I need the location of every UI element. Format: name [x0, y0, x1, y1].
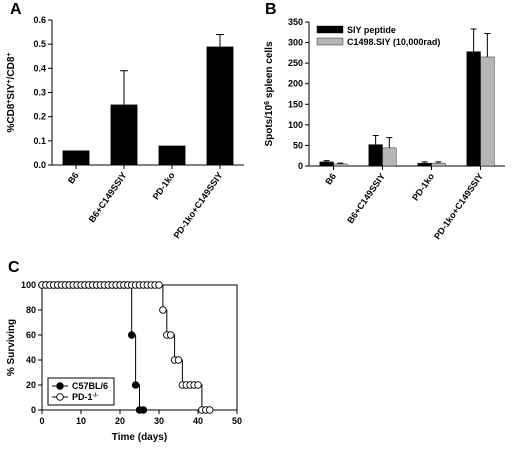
- panel-b-bar: [417, 162, 432, 167]
- panel-b-y-tick-label: 250: [288, 58, 303, 68]
- panel-letter-b: B: [265, 1, 277, 18]
- panel-c-x-tick-label: 40: [193, 416, 203, 426]
- panel-b-legend-label: SIY peptide: [347, 25, 396, 35]
- panel-b-y-tick-label: 50: [293, 140, 303, 150]
- panel-b-bar: [319, 161, 334, 167]
- panel-c-data-point: [155, 281, 163, 289]
- panel-c-survival-line: [42, 284, 144, 411]
- panel-a-y-tick-label: 0.0: [33, 160, 46, 170]
- panel-c-x-axis-label: Time (days): [112, 432, 167, 443]
- panel-c-legend-marker: [56, 393, 64, 401]
- panel-c-data-point: [174, 356, 183, 364]
- panel-a-category-label: PD-1ko: [151, 170, 177, 202]
- panel-c-x-tick-label: 50: [232, 416, 242, 426]
- panel-c-y-tick-label: 0: [31, 405, 36, 415]
- panel-b-bar: [466, 51, 481, 167]
- panel-b-bar: [368, 144, 383, 167]
- panel-b-category-label: PD-1ko: [410, 171, 436, 203]
- panel-a-bar: [110, 104, 138, 165]
- panel-c-x-tick-label: 10: [76, 416, 86, 426]
- panel-b-category-label: B6+C149SSIY: [345, 171, 387, 225]
- panel-letter-c: C: [8, 259, 20, 276]
- panel-c-data-point: [205, 406, 214, 414]
- panel-c-survival-line: [42, 284, 210, 411]
- panel-b-y-axis-label: Spots/106 spleen cells: [264, 41, 276, 147]
- panel-c-data-point: [159, 306, 167, 314]
- panel-b-bar: [382, 147, 397, 167]
- panel-c-y-tick-label: 40: [26, 355, 36, 365]
- panel-a-y-tick-label: 0.3: [33, 88, 46, 98]
- panel-c-data-point: [127, 331, 136, 339]
- panel-b-legend-swatch: [316, 37, 344, 46]
- panel-a-y-tick-label: 0.2: [33, 112, 46, 122]
- panel-c-y-axis-label: % Surviving: [6, 319, 17, 376]
- panel-b-bar: [480, 56, 495, 167]
- panel-b-legend-swatch: [316, 25, 344, 34]
- panel-a-bar: [206, 46, 234, 166]
- panel-b-bar: [333, 163, 348, 167]
- panel-c-data-point: [139, 406, 148, 414]
- panel-c-data-point: [131, 381, 140, 389]
- panel-a-category-label: B6+C149SSIY: [87, 170, 129, 224]
- panel-b-category-label: PD-1ko+C149SSIY: [432, 171, 485, 241]
- panel-b-legend-label: C1498.SIY (10,000rad): [347, 37, 440, 47]
- panel-a-category-label: PD-1ko+C149SSIY: [172, 170, 225, 240]
- panel-a-y-tick-label: 0.4: [33, 63, 46, 73]
- panel-c-x-tick-label: 20: [115, 416, 125, 426]
- panel-c-x-tick-label: 0: [39, 416, 44, 426]
- panel-c-y-tick-label: 100: [21, 280, 36, 290]
- panel-b-y-tick-label: 200: [288, 79, 303, 89]
- panel-c-legend-marker: [56, 382, 64, 390]
- panel-c-y-tick-label: 80: [26, 305, 36, 315]
- panel-letter-a: A: [10, 1, 22, 18]
- panel-b-bar: [431, 162, 446, 167]
- panel-b-y-tick-label: 0: [298, 161, 303, 171]
- panel-c-y-tick-label: 20: [26, 380, 36, 390]
- panel-a-y-axis-label: %CD8+SIY+/CD8+: [6, 52, 18, 132]
- panel-b-y-tick-label: 350: [288, 17, 303, 27]
- panel-c-x-tick-label: 30: [154, 416, 164, 426]
- panel-b-y-tick-label: 150: [288, 99, 303, 109]
- panel-c-data-point: [166, 331, 175, 339]
- panel-c-y-tick-label: 60: [26, 330, 36, 340]
- panel-c-data-point: [194, 381, 202, 389]
- panel-a-y-tick-label: 0.6: [33, 15, 46, 25]
- panel-b-y-tick-label: 100: [288, 120, 303, 130]
- panel-a-y-tick-label: 0.1: [33, 136, 46, 146]
- panel-b-category-label: B6: [323, 171, 338, 186]
- panel-b-y-tick-label: 300: [288, 38, 303, 48]
- panel-c-legend-label: PD-1-/-: [72, 392, 98, 402]
- panel-a-bar: [62, 150, 90, 165]
- panel-a-bar: [158, 145, 186, 165]
- panel-a-y-tick-label: 0.5: [33, 39, 46, 49]
- panel-c-legend-label: C57BL/6: [72, 381, 108, 391]
- panel-a-category-label: B6: [66, 170, 81, 185]
